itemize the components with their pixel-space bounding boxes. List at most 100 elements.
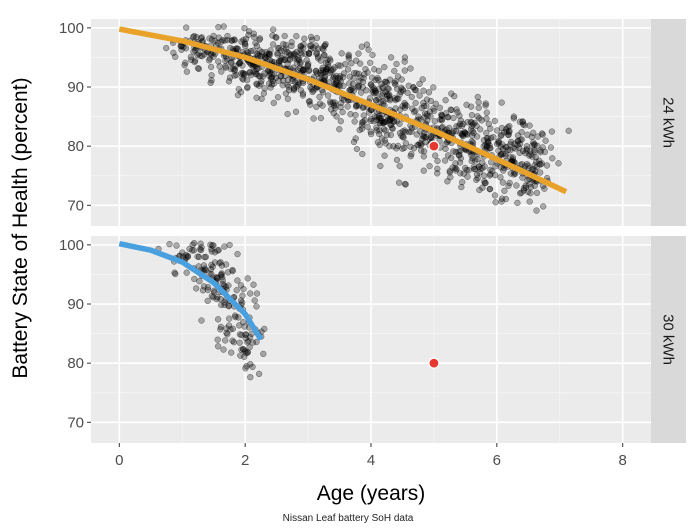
scatter-point: [381, 152, 388, 159]
scatter-point: [182, 59, 189, 66]
scatter-point: [247, 361, 254, 368]
scatter-point: [382, 88, 389, 96]
scatter-point: [215, 246, 222, 254]
scatter-point: [222, 337, 229, 344]
scatter-point: [500, 167, 507, 174]
scatter-point: [447, 174, 454, 181]
scatter-point: [250, 281, 257, 288]
scatter-point: [444, 113, 451, 121]
scatter-point: [382, 118, 389, 125]
x-axis-title: Age (years): [317, 482, 426, 505]
scatter-point: [464, 173, 471, 180]
scatter-point: [392, 105, 399, 112]
scatter-point: [241, 353, 248, 360]
scatter-point: [183, 24, 190, 31]
scatter-point: [345, 53, 352, 60]
scatter-point: [189, 247, 196, 254]
scatter-point: [236, 322, 243, 329]
scatter-point: [565, 127, 572, 134]
scatter-point: [173, 242, 180, 249]
scatter-point: [307, 42, 315, 49]
scatter-point: [355, 50, 362, 57]
scatter-point: [218, 68, 225, 75]
scatter-point: [276, 57, 283, 65]
scatter-point: [270, 26, 277, 33]
scatter-point: [239, 62, 246, 69]
scatter-point: [284, 110, 291, 118]
scatter-point: [499, 179, 507, 186]
scatter-point: [475, 163, 483, 170]
scatter-point: [236, 331, 244, 338]
scatter-point: [221, 37, 228, 44]
scatter-point: [297, 58, 304, 66]
scatter-point: [194, 65, 202, 72]
scatter-point: [239, 299, 246, 306]
scatter-point: [384, 85, 391, 92]
scatter-point: [416, 80, 423, 88]
scatter-point: [461, 128, 468, 136]
scatter-point: [358, 125, 366, 132]
scatter-point: [214, 336, 221, 343]
scatter-point: [497, 151, 505, 158]
scatter-point: [369, 83, 376, 90]
scatter-point: [251, 297, 258, 304]
scatter-point: [470, 121, 477, 128]
scatter-point: [190, 48, 197, 55]
scatter-point: [183, 269, 190, 276]
scatter-point: [455, 148, 462, 155]
scatter-point: [281, 32, 288, 40]
scatter-point: [250, 68, 257, 75]
scatter-point: [253, 81, 261, 88]
scatter-point: [312, 85, 319, 92]
scatter-point: [256, 53, 264, 60]
scatter-point: [297, 87, 304, 94]
scatter-point: [256, 35, 264, 42]
scatter-point: [355, 83, 362, 90]
scatter-point: [396, 162, 403, 170]
scatter-point: [284, 81, 291, 89]
scatter-point: [434, 170, 441, 177]
facet-strip: [651, 19, 686, 226]
scatter-point: [372, 88, 379, 95]
scatter-point: [458, 122, 466, 129]
scatter-point: [194, 253, 201, 260]
y-tick-label: 70: [67, 197, 84, 214]
scatter-point: [228, 349, 235, 356]
scatter-point: [302, 66, 309, 73]
scatter-point: [408, 93, 415, 101]
scatter-point: [430, 105, 437, 112]
scatter-point: [362, 65, 369, 73]
scatter-point: [321, 51, 328, 59]
panel-1: 70 80 90 100 24 kWh: [59, 19, 686, 226]
scatter-point: [462, 129, 469, 136]
scatter-point: [260, 350, 267, 358]
scatter-point: [183, 68, 191, 75]
scatter-point: [284, 95, 292, 102]
scatter-point: [391, 67, 398, 75]
scatter-point: [345, 51, 352, 58]
scatter-point: [375, 67, 383, 75]
scatter-point: [453, 123, 460, 130]
scatter-point: [293, 60, 301, 67]
scatter-point: [358, 89, 365, 96]
scatter-point: [364, 69, 371, 76]
scatter-point: [337, 99, 345, 107]
scatter-point: [227, 59, 235, 67]
scatter-point: [533, 158, 540, 165]
scatter-point: [219, 277, 226, 284]
scatter-point: [247, 374, 254, 381]
scatter-point: [239, 292, 246, 299]
scatter-point: [497, 174, 504, 181]
scatter-point: [387, 131, 395, 139]
scatter-point: [395, 95, 402, 102]
scatter-point: [375, 76, 382, 84]
scatter-point: [458, 183, 465, 191]
scatter-point: [531, 147, 538, 154]
scatter-point: [425, 89, 433, 96]
scatter-point: [374, 74, 381, 82]
scatter-point: [476, 186, 483, 194]
scatter-point: [310, 44, 317, 51]
scatter-point: [498, 131, 505, 139]
scatter-point: [431, 118, 438, 125]
scatter-point: [474, 93, 481, 101]
